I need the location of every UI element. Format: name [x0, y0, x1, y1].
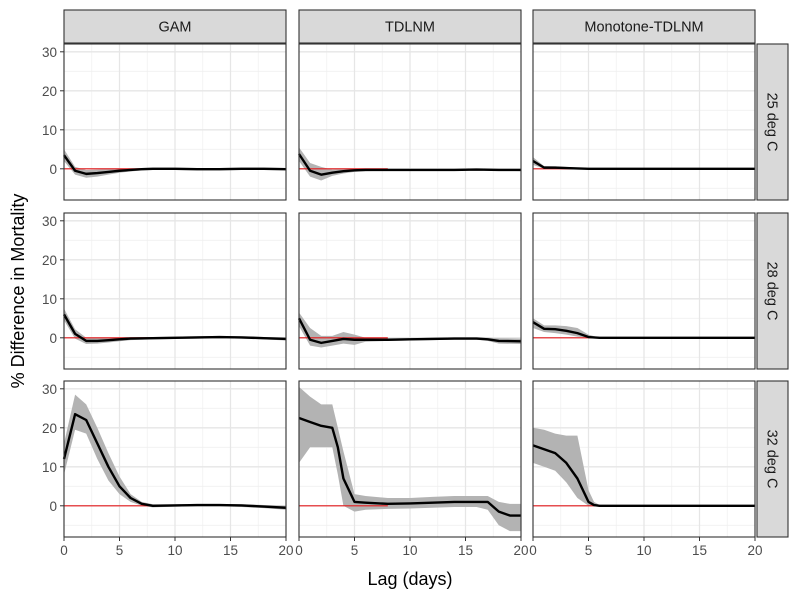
x-tick-label: 0 — [60, 543, 68, 558]
panel-border — [532, 43, 756, 201]
panel-tdlnm-28-deg-c — [297, 212, 522, 370]
column-strip-label: Monotone-TDLNM — [584, 20, 703, 36]
panel-gam-25-deg-c — [63, 43, 287, 201]
column-strip-gam: GAM — [63, 9, 287, 44]
panel-monotone-tdlnm-32-deg-c — [532, 380, 756, 538]
x-tick-label: 15 — [692, 543, 707, 558]
y-tick-label: 0 — [49, 331, 57, 346]
estimate-line — [297, 317, 522, 345]
row-strip-25-deg-c: 25 deg C — [756, 43, 789, 201]
estimate-line — [532, 159, 755, 171]
x-tick-label: 10 — [167, 543, 182, 558]
strip-background — [756, 212, 789, 370]
panel-tdlnm-32-deg-c — [298, 380, 522, 538]
y-tick-label: 0 — [49, 499, 57, 514]
x-tick-label: 10 — [636, 543, 651, 558]
y-tick-label: 10 — [42, 292, 57, 307]
estimate-line — [532, 321, 755, 339]
confidence-band — [64, 394, 286, 510]
row-strip-28-deg-c: 28 deg C — [756, 212, 789, 370]
column-strip-label: GAM — [158, 20, 191, 36]
strip-background — [532, 9, 756, 44]
estimate-line — [62, 313, 287, 343]
panel-tdlnm-25-deg-c — [297, 43, 522, 201]
column-strip-monotone-tdlnm: Monotone-TDLNM — [532, 9, 756, 44]
y-tick-label: 20 — [42, 84, 57, 99]
x-tick-label: 10 — [402, 543, 417, 558]
estimate-line — [297, 153, 521, 176]
panel-monotone-tdlnm-28-deg-c — [532, 212, 756, 370]
panel-border — [532, 212, 756, 370]
x-axis-title: Lag (days) — [367, 569, 452, 589]
y-tick-label: 20 — [42, 253, 57, 268]
y-tick-label: 30 — [42, 45, 57, 60]
y-tick-label: 10 — [42, 123, 57, 138]
strip-background — [756, 43, 789, 201]
strip-background — [756, 380, 789, 538]
confidence-band — [533, 427, 755, 506]
x-tick-label: 20 — [747, 543, 762, 558]
panel-border — [298, 212, 522, 370]
panel-border — [63, 212, 287, 370]
panel-gam-32-deg-c — [62, 380, 287, 538]
x-tick-label: 5 — [585, 543, 593, 558]
y-tick-label: 10 — [42, 460, 57, 475]
row-strip-label: 28 deg C — [764, 262, 780, 321]
panel-border — [63, 43, 287, 201]
column-strip-label: TDLNM — [385, 20, 435, 36]
y-axis-title: % Difference in Mortality — [8, 194, 28, 389]
y-tick-label: 20 — [42, 421, 57, 436]
x-tick-label: 0 — [295, 543, 303, 558]
strip-background — [298, 9, 522, 44]
x-tick-label: 15 — [223, 543, 238, 558]
estimate-line — [532, 444, 755, 507]
estimate-line — [63, 154, 287, 176]
y-tick-label: 30 — [42, 382, 57, 397]
x-tick-label: 20 — [513, 543, 528, 558]
panel-monotone-tdlnm-25-deg-c — [532, 43, 756, 201]
x-tick-label: 5 — [116, 543, 124, 558]
panel-border — [298, 43, 522, 201]
x-tick-label: 15 — [458, 543, 473, 558]
estimate-line — [298, 416, 521, 517]
panels-layer — [62, 43, 756, 538]
y-tick-label: 30 — [42, 214, 57, 229]
y-tick-label: 0 — [49, 162, 57, 177]
estimate-line — [62, 412, 287, 509]
strip-background — [63, 9, 287, 44]
column-strip-tdlnm: TDLNM — [298, 9, 522, 44]
panel-gam-28-deg-c — [62, 212, 287, 370]
confidence-band — [299, 147, 521, 181]
row-strip-32-deg-c: 32 deg C — [756, 380, 789, 538]
x-tick-label: 20 — [278, 543, 293, 558]
x-tick-label: 5 — [351, 543, 359, 558]
confidence-band — [533, 318, 755, 338]
row-strip-label: 25 deg C — [764, 93, 780, 152]
strips-layer: GAM TDLNM Monotone-TDLNM 25 deg C 28 deg C 32… — [63, 9, 789, 538]
row-strip-label: 32 deg C — [764, 430, 780, 489]
confidence-band — [299, 386, 521, 532]
x-tick-label: 0 — [529, 543, 537, 558]
